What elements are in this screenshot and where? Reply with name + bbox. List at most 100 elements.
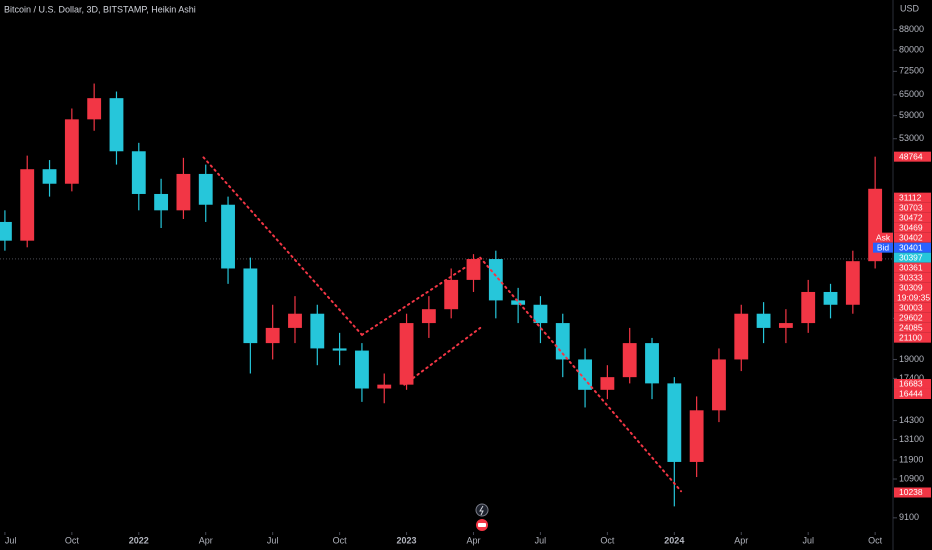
- price-badge-bg: [894, 252, 931, 263]
- x-tick-label: Apr: [734, 535, 748, 545]
- price-badge-bg: [894, 242, 931, 253]
- candle-body: [154, 193, 169, 211]
- price-badge: 30469: [894, 222, 931, 233]
- price-badge-label: 21100: [899, 332, 922, 342]
- price-badge: 16683: [894, 379, 931, 389]
- price-badge-bg: [894, 388, 931, 399]
- event-icon[interactable]: [475, 503, 489, 517]
- price-badge-bg: [894, 232, 931, 243]
- candle: [778, 309, 793, 344]
- candle-body: [265, 327, 280, 344]
- candle: [533, 296, 548, 344]
- price-badge: 30361: [894, 262, 931, 273]
- price-badge: 30401 Bid: [873, 242, 931, 253]
- candle-body: [712, 359, 726, 411]
- candle: [198, 164, 213, 222]
- candle: [377, 373, 392, 404]
- trend-line: [403, 326, 482, 386]
- price-tag-bg: [873, 242, 893, 253]
- candle-body: [645, 343, 659, 384]
- price-tag: Bid: [877, 242, 890, 252]
- trend-line: [479, 256, 683, 493]
- price-badge-label: 30401: [899, 242, 923, 252]
- price-badge-label: 16683: [899, 379, 923, 389]
- candle-body: [600, 377, 615, 390]
- candle-body: [20, 169, 35, 241]
- candle: [511, 287, 526, 324]
- candle-body: [466, 259, 481, 280]
- price-badge-bg: [894, 212, 931, 223]
- price-badge-label: 30703: [899, 202, 923, 212]
- y-tick-label: 13100: [899, 434, 924, 444]
- price-badge-label: 30003: [899, 302, 923, 312]
- price-tag: Ask: [876, 232, 891, 242]
- y-tick-label: 53000: [899, 133, 924, 143]
- price-badge-label: 30309: [899, 282, 923, 292]
- candle: [488, 250, 503, 319]
- candle-body: [243, 268, 258, 344]
- price-badge-label: 16444: [899, 389, 923, 399]
- candle: [734, 304, 749, 372]
- price-badge-label: 24085: [899, 322, 923, 332]
- price-badge-bg: [894, 202, 931, 213]
- event-icon-glyph: [479, 505, 484, 516]
- candle-body: [421, 309, 436, 324]
- price-badge-label: 30402: [899, 232, 923, 242]
- candle-body: [444, 279, 459, 310]
- price-badge-label: 30472: [899, 212, 923, 222]
- x-tick-label: Oct: [333, 535, 348, 545]
- candle-body: [667, 383, 682, 462]
- candle-body: [221, 204, 235, 269]
- candle-body: [332, 348, 347, 351]
- candle-body: [109, 98, 124, 152]
- candle: [622, 327, 637, 384]
- plot-area: [0, 83, 893, 507]
- y-unit: USD: [900, 3, 920, 13]
- x-tick-label: Apr: [199, 535, 213, 545]
- candle-body: [689, 410, 704, 462]
- candle-body: [756, 313, 771, 328]
- y-tick-label: 17400: [899, 373, 924, 383]
- candle-body: [533, 304, 548, 324]
- x-tick-label: 2023: [397, 535, 417, 545]
- x-tick-label: Oct: [868, 535, 883, 545]
- y-tick-label: 72500: [899, 66, 924, 76]
- candle: [466, 254, 481, 292]
- candle: [87, 83, 102, 131]
- candle-body: [778, 323, 793, 328]
- candle: [20, 155, 35, 248]
- candle: [756, 302, 771, 344]
- candle-body: [511, 300, 526, 305]
- trend-line: [202, 156, 363, 336]
- price-badge-bg: [894, 151, 931, 162]
- candle: [332, 332, 347, 366]
- price-badge-label: 10238: [899, 487, 923, 497]
- candle: [42, 160, 57, 197]
- candle: [288, 296, 302, 344]
- x-tick-label: 2024: [664, 535, 684, 545]
- candle: [265, 304, 280, 360]
- price-badge: 30703: [894, 202, 931, 213]
- candle: [176, 157, 191, 219]
- candle: [355, 343, 369, 402]
- y-tick-label: 19000: [899, 354, 924, 364]
- candle-body: [176, 173, 191, 211]
- y-tick-label: 80000: [899, 45, 924, 55]
- candle-body: [801, 291, 816, 324]
- y-tick-label: 14300: [899, 415, 924, 425]
- x-tick-label: Jul: [267, 535, 279, 545]
- price-badge-bg: [894, 282, 931, 303]
- y-tick-label: 59000: [899, 110, 924, 120]
- price-badge-bg: [894, 487, 931, 498]
- candle-body: [87, 98, 102, 120]
- candle-body: [377, 384, 392, 389]
- chart-title: Bitcoin / U.S. Dollar, 3D, BITSTAMP, Hei…: [4, 4, 196, 14]
- price-tag-bg: [873, 232, 893, 243]
- candle: [0, 210, 12, 251]
- price-badge-time: 19:09:35: [897, 292, 930, 302]
- event-icons[interactable]: [475, 503, 489, 531]
- candle-body: [288, 313, 302, 328]
- price-badge-bg: [894, 302, 931, 313]
